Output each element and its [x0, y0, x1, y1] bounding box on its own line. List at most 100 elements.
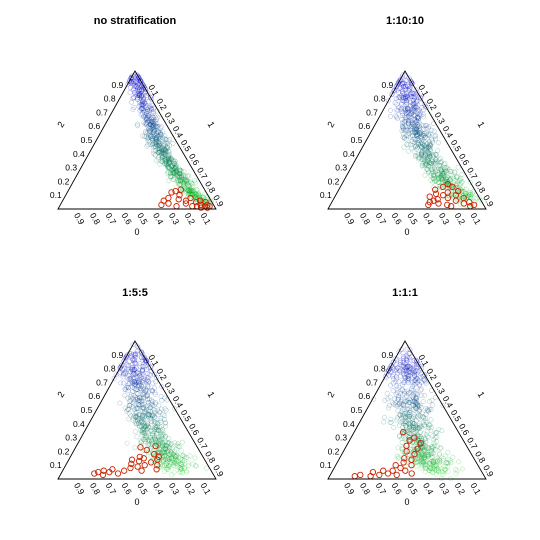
cloud-point	[132, 372, 138, 377]
cloud-point	[138, 106, 144, 111]
cloud-point	[437, 171, 443, 177]
cloud-point	[139, 432, 145, 438]
cloud-point	[171, 452, 177, 458]
cloud-point	[160, 427, 165, 432]
cloud-point	[411, 106, 417, 112]
cloud-point	[164, 143, 170, 149]
cloud-point	[130, 380, 136, 386]
cloud-point	[425, 156, 431, 162]
cloud-point	[424, 166, 430, 172]
cloud-point	[134, 387, 140, 392]
cloud-point	[188, 180, 194, 186]
cloud-point	[409, 121, 414, 127]
cloud-point	[461, 189, 467, 195]
cloud-point	[139, 413, 145, 419]
cloud-point	[160, 458, 166, 464]
left-tick-label: 0.4	[73, 419, 85, 429]
cloud-point	[151, 105, 157, 111]
cloud-point	[145, 135, 151, 141]
cloud-point	[400, 94, 406, 100]
data-cloud	[111, 342, 209, 478]
cloud-point	[150, 119, 156, 125]
cloud-point	[433, 152, 439, 158]
cloud-point	[172, 463, 178, 469]
cloud-point	[178, 448, 184, 454]
cloud-point	[430, 469, 436, 475]
cloud-point	[416, 361, 422, 367]
cloud-point	[440, 171, 446, 177]
cloud-point	[157, 130, 163, 136]
bottom-tick-label: 0.2	[183, 481, 198, 496]
cloud-point	[139, 87, 145, 93]
cloud-point	[432, 159, 438, 165]
cloud-point	[413, 457, 419, 462]
cloud-point	[409, 416, 415, 422]
cloud-point	[118, 363, 124, 369]
bottom-tick-label: 0.1	[198, 481, 213, 496]
cloud-point	[142, 355, 148, 361]
cloud-point	[405, 142, 411, 148]
cloud-point	[139, 402, 145, 408]
left-tick-label: 0.1	[320, 460, 332, 470]
highlight-point	[182, 197, 190, 204]
cloud-point	[404, 98, 410, 104]
cloud-point	[170, 176, 176, 182]
cloud-point	[134, 418, 140, 424]
cloud-point	[165, 164, 171, 170]
cloud-point	[416, 132, 422, 138]
cloud-point	[422, 447, 428, 453]
cloud-point	[150, 109, 156, 114]
cloud-point	[133, 361, 139, 366]
cloud-point	[128, 75, 134, 81]
cloud-point	[128, 75, 134, 81]
cloud-point	[164, 465, 170, 471]
cloud-point	[180, 180, 186, 186]
cloud-point	[165, 467, 171, 473]
cloud-point	[135, 74, 141, 80]
cloud-point	[168, 157, 173, 162]
cloud-point	[435, 468, 441, 474]
cloud-point	[428, 448, 434, 454]
cloud-point	[423, 147, 429, 153]
cloud-point	[123, 354, 129, 360]
cloud-point	[155, 138, 161, 144]
cloud-point	[431, 160, 437, 166]
cloud-point	[443, 460, 449, 466]
cloud-point	[425, 151, 431, 157]
cloud-point	[145, 116, 151, 122]
right-axis-name: 1	[206, 120, 217, 129]
cloud-point	[144, 358, 149, 364]
cloud-point	[124, 440, 130, 446]
cloud-point	[172, 164, 178, 170]
cloud-point	[125, 395, 131, 401]
cloud-point	[164, 156, 170, 162]
cloud-point	[166, 440, 172, 446]
cloud-point	[439, 428, 445, 434]
cloud-point	[159, 435, 165, 441]
cloud-point	[133, 80, 139, 85]
cloud-point	[170, 456, 176, 462]
cloud-point	[414, 400, 420, 406]
cloud-point	[138, 84, 144, 90]
cloud-point	[178, 466, 184, 471]
cloud-point	[405, 114, 411, 120]
cloud-point	[168, 449, 174, 455]
cloud-point	[415, 115, 421, 121]
right-tick-label: 0.6	[187, 152, 202, 167]
cloud-point	[140, 409, 145, 415]
cloud-point	[169, 174, 175, 180]
cloud-point	[439, 166, 445, 172]
cloud-point	[406, 410, 412, 415]
cloud-point	[184, 189, 190, 195]
highlight-point	[430, 197, 437, 204]
cloud-point	[162, 142, 168, 148]
cloud-point	[164, 446, 170, 452]
cloud-point	[141, 426, 147, 432]
cloud-point	[144, 423, 150, 428]
cloud-point	[418, 449, 424, 455]
cloud-point	[143, 121, 149, 127]
cloud-point	[152, 410, 158, 416]
cloud-point	[180, 186, 186, 192]
cloud-point	[416, 111, 422, 117]
cloud-point	[146, 372, 152, 377]
